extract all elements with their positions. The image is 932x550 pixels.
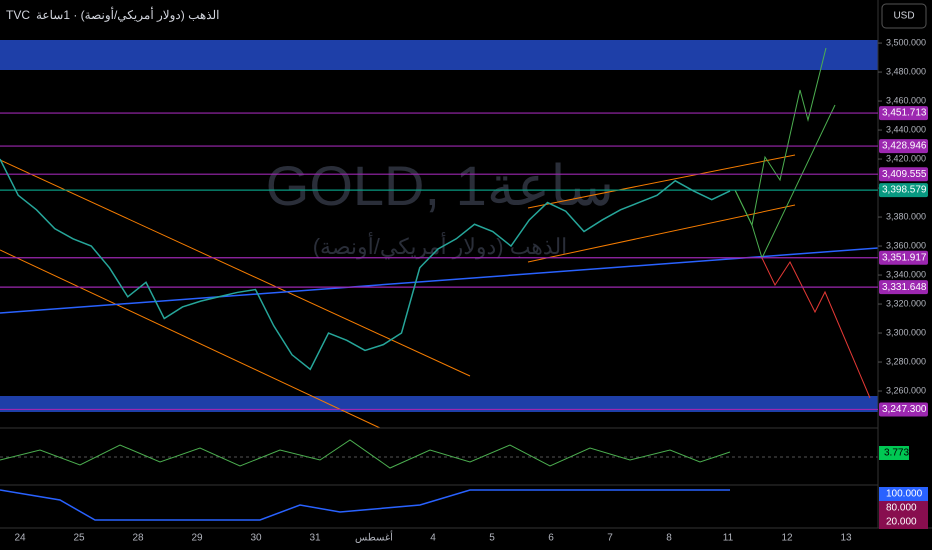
watermark-subtitle: الذهب (دولار أمريكي/أونصة)	[313, 231, 568, 260]
x-tick-label: 30	[250, 533, 262, 544]
x-tick-label: 25	[73, 533, 85, 544]
y-tick-label: 3,280.000	[886, 356, 926, 366]
y-tick-label: 3,480.000	[886, 66, 926, 76]
level-badge	[879, 167, 928, 182]
y-tick-label: 3,380.000	[886, 211, 926, 221]
level-badge	[879, 183, 928, 198]
level-label: 3,409.555	[882, 169, 927, 180]
indicator-tick-label: 20.000	[886, 517, 917, 528]
channel-line	[0, 249, 381, 429]
level-badge	[879, 280, 928, 295]
indicator-tick-label: 100.000	[886, 489, 923, 500]
watermark: GOLD, 1ساعة	[266, 154, 614, 217]
x-tick-label: 24	[14, 533, 26, 544]
symbol: TVC	[6, 8, 30, 22]
x-tick-label: 28	[132, 533, 144, 544]
level-badge	[879, 106, 928, 121]
x-tick-label: 12	[781, 533, 793, 544]
x-tick-label: 29	[191, 533, 203, 544]
level-badge	[879, 402, 928, 417]
currency-button[interactable]	[881, 3, 927, 29]
x-tick-label: 11	[723, 533, 734, 544]
level-label: 3,247.300	[882, 404, 927, 415]
indicator-tick-label: 80.000	[886, 503, 917, 514]
level-label: 3,451.713	[882, 108, 927, 119]
y-tick-label: 3,360.000	[886, 240, 926, 250]
level-label: 3,351.917	[882, 252, 927, 263]
channel-line	[527, 204, 796, 263]
x-tick-label: أغسطس	[355, 531, 393, 544]
projection-up	[734, 104, 836, 260]
x-tick-label: 8	[666, 533, 672, 544]
zone-bottom	[0, 396, 878, 412]
x-tick-label: 13	[840, 533, 852, 544]
title: الذهب (دولار أمريكي/أونصة) · 1ساعة	[36, 7, 220, 22]
level-label: 3,428.946	[882, 141, 927, 152]
x-tick-label: 31	[309, 533, 321, 544]
indicator-badge	[879, 515, 928, 529]
indicator-badge	[879, 487, 928, 501]
trend-line	[0, 247, 879, 314]
level-label: 3,398.579	[882, 185, 927, 196]
x-tick-label: 5	[489, 533, 495, 544]
x-tick-label: 7	[607, 533, 613, 544]
level-label: 3,331.648	[882, 282, 927, 293]
x-tick-label: 4	[430, 533, 436, 544]
indicator-badge	[879, 501, 928, 515]
oscillator-value: 3.773	[884, 448, 909, 459]
level-badge	[879, 139, 928, 154]
indicator-line	[0, 489, 730, 521]
level-badge	[879, 250, 928, 265]
y-tick-label: 3,500.000	[886, 37, 926, 47]
y-tick-label: 3,440.000	[886, 124, 926, 134]
price-line	[0, 158, 731, 371]
y-tick-label: 3,300.000	[886, 327, 926, 337]
y-tick-label: 3,460.000	[886, 95, 926, 105]
y-tick-label: 3,260.000	[886, 385, 926, 395]
x-tick-label: 6	[548, 533, 554, 544]
zone-top	[0, 40, 878, 70]
oscillator-line	[0, 439, 731, 469]
oscillator-badge	[879, 446, 909, 460]
y-tick-label: 3,340.000	[886, 269, 926, 279]
y-tick-label: 3,420.000	[886, 153, 926, 163]
channel-line	[527, 154, 796, 209]
currency[interactable]: USD	[893, 11, 914, 22]
y-tick-label: 3,320.000	[886, 298, 926, 308]
